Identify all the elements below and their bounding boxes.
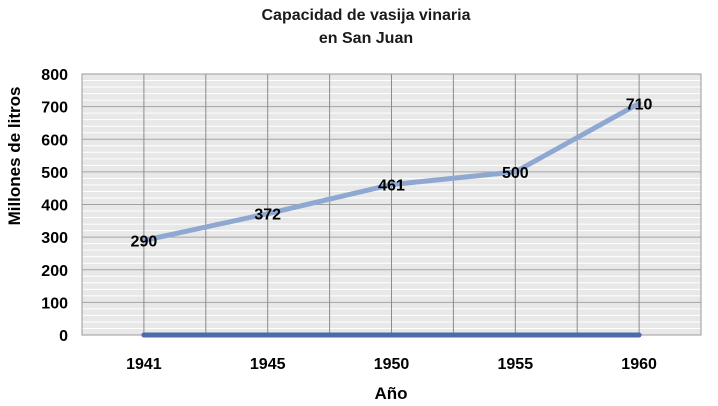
y-tick-label: 700 [41,100,68,117]
y-tick-label: 100 [41,295,68,312]
data-labels: 290 372 461 500 710 [131,96,653,250]
y-tick-label: 800 [41,67,68,84]
x-tick-label: 1941 [126,356,162,373]
y-axis-label: Millones de litros [5,87,24,226]
x-axis-ticks: 1941 1945 1950 1955 1960 [126,356,657,373]
grid-lines [82,73,701,336]
x-axis-label: Año [374,384,407,403]
y-tick-label: 400 [41,198,68,215]
data-label: 710 [626,96,653,113]
data-label: 461 [378,178,405,195]
x-tick-label: 1960 [621,356,657,373]
series-line-1 [141,100,642,243]
x-tick-label: 1945 [250,356,286,373]
y-tick-label: 300 [41,230,68,247]
x-tick-label: 1950 [374,356,410,373]
series-lines [141,100,642,338]
y-tick-label: 600 [41,132,68,149]
x-tick-label: 1955 [498,356,534,373]
chart-title-line-2: en San Juan [319,30,413,47]
y-tick-label: 0 [59,328,68,345]
y-axis-ticks: 0 100 200 300 400 500 600 700 800 [41,67,68,345]
y-tick-label: 200 [41,263,68,280]
data-label: 372 [254,207,281,224]
data-label: 500 [502,165,529,182]
data-label: 290 [131,233,158,250]
chart-title-line-1: Capacidad de vasija vinaria [262,7,471,24]
y-tick-label: 500 [41,165,68,182]
